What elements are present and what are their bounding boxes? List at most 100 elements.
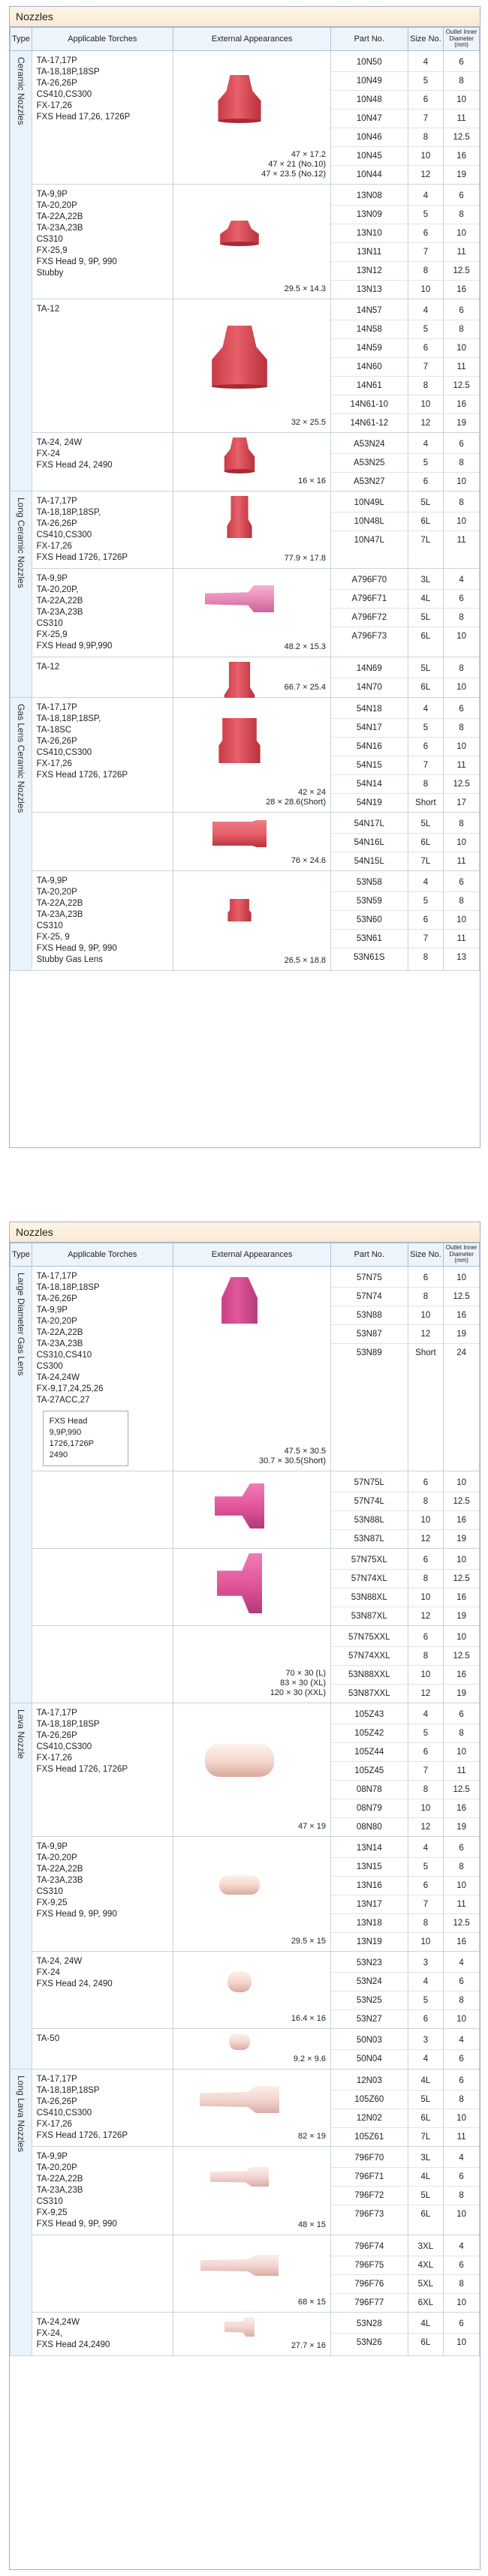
size-cell: 3L 4L 5L 6L	[407, 2146, 444, 2235]
dimension-text: 48.2 × 15.3	[284, 642, 326, 651]
torches-cell	[31, 1471, 174, 1549]
size-number: 3	[408, 1954, 444, 1973]
part-number: 796F72	[331, 2187, 408, 2205]
table-row: Gas Lens Ceramic Nozzles TA-17,17P TA-18,1…	[10, 697, 480, 971]
torch-item: FX-17,26	[36, 759, 72, 768]
part-number: 54N16L	[331, 834, 408, 852]
dimension-text: 76 × 24.6	[291, 856, 326, 865]
torch-item: TA-9,9P	[36, 1842, 68, 1851]
header-type: Type	[10, 27, 32, 51]
dimension-text: 47 × 17.2	[291, 150, 326, 159]
torches-cell: TA-9,9P TA-20,20P TA-22A,22B TA-23A,23B CS31…	[31, 184, 174, 299]
outlet-diameter: 16	[444, 1589, 479, 1607]
size-number: 4	[408, 187, 444, 206]
part-number-cell: 105Z43 105Z42 105Z44 105Z45 08N78 08N79 08N80	[330, 1703, 408, 1837]
size-number: 10	[408, 1511, 444, 1530]
torches-cell: TA-12	[31, 657, 174, 698]
appearance-cell: 47 × 19	[173, 1703, 331, 1837]
torch-item: TA-18,18P,18SP	[36, 1283, 100, 1292]
appearance-cell: 29.5 × 15	[173, 1836, 331, 1952]
dimension-text: 29.5 × 14.3	[284, 284, 326, 293]
part-number: 57N75XXL	[331, 1628, 408, 1647]
part-number: A796F72	[331, 609, 408, 627]
size-number: 6L	[420, 683, 431, 692]
torch-item: FX-9,25	[36, 1898, 68, 1907]
nozzle-image	[209, 324, 270, 391]
part-number-cell: A53N24 A53N25 A53N27	[330, 432, 408, 491]
part-number: 53N24	[331, 1973, 408, 1991]
size-cell: 4 5 6 7 8 10	[407, 184, 444, 299]
outlet-diameter: 16	[444, 147, 479, 166]
table-row: 57N75XL 57N74XL 53N88XL 53N87XL 6 8 10 12 10 12.5…	[11, 1548, 480, 1626]
appearance-cell: 29.5 × 14.3	[173, 184, 331, 299]
size-cell: 3L 4L 5L 6L	[407, 568, 444, 657]
torch-item: TA-17,17P	[36, 1272, 77, 1281]
size-number: 7	[408, 1895, 444, 1914]
size-number: 12	[420, 170, 431, 179]
outlet-diameter-cell: 6 8 10 11	[443, 2069, 480, 2147]
outlet-diameter: 12.5	[444, 775, 479, 794]
part-number: 10N48L	[331, 512, 408, 531]
part-number: 796F74	[331, 2238, 408, 2256]
torch-item: CS410,CS300	[36, 748, 92, 757]
part-number: 796F73	[354, 2210, 384, 2219]
torch-item: TA-24,24W	[36, 1373, 80, 1382]
outlet-diameter: 6	[444, 700, 479, 719]
part-number: 105Z45	[331, 1762, 408, 1781]
size-number: 4L	[408, 590, 444, 609]
type-label: Lava Nozzle	[15, 1709, 26, 1760]
outlet-diameter: 6	[444, 2315, 479, 2334]
outlet-diameter: 6	[444, 590, 479, 609]
part-number: 53N87L	[354, 1534, 384, 1543]
part-number: 57N74L	[331, 1492, 408, 1511]
part-number: 10N44	[356, 170, 382, 179]
torches-cell: TA-24, 24W FX-24 FXS Head 24, 2490	[31, 432, 174, 491]
outlet-diameter: 8	[444, 2091, 479, 2109]
size-number: 5	[408, 320, 444, 339]
part-number: 796F77	[354, 2298, 384, 2307]
torch-item: TA-26,26P	[36, 79, 77, 88]
part-number: 13N10	[331, 224, 408, 243]
outlet-diameter: 12.5	[444, 262, 479, 281]
torch-item: FXS Head 1726, 1726P	[36, 771, 128, 780]
torch-item: FXS Head 1726, 1726P	[36, 553, 128, 562]
size-number: 4L	[408, 2315, 444, 2334]
section-title: Nozzles	[10, 7, 480, 27]
outlet-diameter-cell: 8 10 11	[443, 491, 480, 569]
part-number: 54N15L	[354, 857, 384, 866]
outlet-diameter-cell: 4 6 8 10	[443, 568, 480, 657]
size-number: 12	[420, 1689, 431, 1698]
part-number-cell: 57N75XXL 57N74XXL 53N88XXL 53N87XXL	[330, 1625, 408, 1703]
part-number: 53N88XXL	[331, 1666, 408, 1685]
outlet-diameter: 4	[444, 2149, 479, 2168]
size-number: 4XL	[408, 2256, 444, 2275]
size-number: 5XL	[408, 2275, 444, 2294]
outlet-diameter: 11	[444, 756, 479, 775]
size-cell: 4L 6L	[407, 2312, 444, 2356]
size-number: 5	[408, 72, 444, 91]
part-number: 50N04	[356, 2054, 382, 2064]
torches-cell: TA-24,24W FX-24, FXS Head 24,2490	[31, 2312, 174, 2356]
outlet-diameter: 8	[444, 609, 479, 627]
part-number: 08N80	[356, 1823, 382, 1832]
torch-item: TA-18,18P,18SP	[36, 68, 100, 77]
size-number: 12	[420, 1534, 431, 1543]
outlet-diameter: 4	[444, 1954, 479, 1973]
dimension-text: 29.5 × 15	[291, 1937, 326, 1946]
part-number: 10N50	[331, 53, 408, 72]
torches-cell: TA-50	[31, 2028, 174, 2070]
outlet-diameter: 8	[444, 1991, 479, 2010]
part-number-cell: 53N28 53N26	[330, 2312, 408, 2356]
torch-item: TA-26,26P	[36, 1731, 77, 1740]
dimensions: 16.4 × 16	[291, 2014, 326, 2024]
table-row: TA-24, 24W FX-24 FXS Head 24, 2490 16.4 × …	[11, 1951, 480, 2029]
table-row: Lava Nozzle TA-17,17P TA-18,18P,18SP TA-26,…	[10, 1703, 480, 2070]
size-cell: 4 5 6 7 8 10 12	[407, 299, 444, 433]
torch-item: TA-50	[36, 2034, 60, 2043]
header-appearance: External Appearances	[173, 1243, 331, 1267]
size-number: 6	[408, 911, 444, 930]
table-row: TA-9,9P TA-20,20P TA-22A,22B TA-23A,23B CS31…	[11, 2146, 480, 2235]
torch-item: FXS Head 9, 9P, 990	[36, 944, 117, 953]
